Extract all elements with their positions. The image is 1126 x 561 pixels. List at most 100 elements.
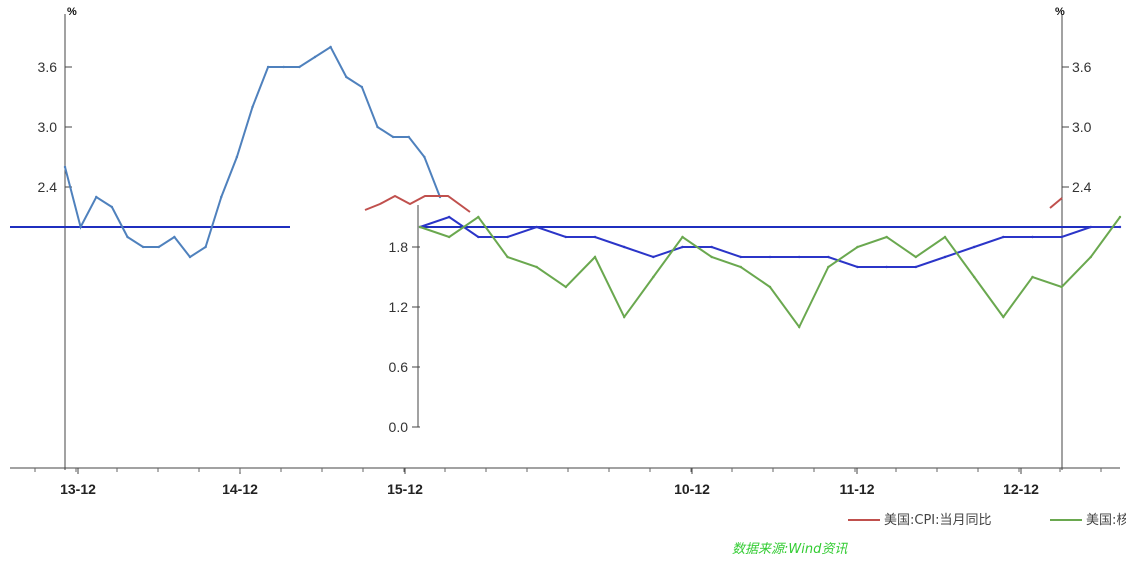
series-2-point (622, 245, 626, 249)
series-2-point (564, 235, 568, 239)
series-3-point (1002, 315, 1005, 319)
source-note: 数据来源:Wind资讯 (732, 542, 848, 557)
series-1-point (63, 165, 67, 169)
series-3-point (418, 225, 422, 229)
series-line-red-fragment (364, 194, 471, 213)
series-2-point (681, 245, 684, 249)
legend-label-cpi: 美国:CPI:当月同比 (884, 513, 992, 528)
series-3-point (710, 255, 713, 259)
series-3-point (856, 245, 859, 249)
left-y-ticks: 2.4 3.0 3.6 (38, 59, 72, 195)
series-3-point (681, 235, 684, 239)
series-3-point (593, 255, 597, 259)
left-tick-label: 2.4 (38, 179, 58, 195)
right-y-unit: % (1055, 6, 1065, 18)
mid-tick-label: 0.0 (389, 419, 409, 435)
series-1-point (329, 45, 332, 49)
right-y-ticks: 2.4 3.0 3.6 (1062, 59, 1092, 195)
series-3-point (797, 325, 801, 329)
middle-y-ticks: 0.0 0.6 1.2 1.8 (389, 205, 420, 435)
right-tick-label: 2.4 (1072, 179, 1092, 195)
series-2-point (1031, 235, 1034, 239)
series-1-point (235, 155, 239, 159)
x-tick-label: 10-12 (674, 481, 710, 497)
series-2-point (827, 255, 830, 259)
mid-tick-label: 0.6 (389, 359, 409, 375)
legend-label-core-cpi: 美国:核心CPI:当月同比 (1086, 513, 1126, 528)
series-3-point (477, 215, 480, 219)
x-tick-label: 11-12 (839, 481, 874, 497)
series-1-point (345, 75, 348, 79)
x-tick-label: 14-12 (222, 481, 258, 497)
series-1-point (313, 55, 317, 59)
series-line-red-fragment-right (1049, 197, 1063, 209)
series-1-point (110, 205, 114, 209)
series-3-point (768, 285, 772, 289)
series-1-point (298, 65, 301, 69)
series-1-point (360, 85, 364, 89)
left-tick-label: 3.0 (38, 119, 58, 135)
series-layer (63, 45, 1122, 329)
series-1-point (391, 135, 395, 139)
series-2-point (477, 235, 480, 239)
x-axis-ticks: 13-12 14-12 15-12 10-12 11-12 12-12 (34, 468, 1102, 497)
series-3-point (1118, 215, 1122, 219)
series-3-point (1031, 275, 1034, 279)
series-1-point (141, 245, 145, 249)
series-line-1 (64, 45, 441, 259)
series-2-point (797, 255, 801, 259)
series-2-point (1089, 225, 1093, 229)
x-tick-label: 15-12 (387, 481, 423, 497)
series-2-point (1002, 235, 1005, 239)
right-tick-label: 3.0 (1072, 119, 1092, 135)
series-1-point (282, 65, 285, 69)
series-2-point (1118, 225, 1122, 229)
series-1-point (126, 235, 129, 239)
series-2-point (972, 245, 976, 249)
series-1-point (204, 245, 207, 249)
series-1-point (423, 155, 426, 159)
series-2-point (535, 225, 538, 229)
series-3-point (943, 235, 947, 239)
series-2-point (885, 265, 888, 269)
series-2-point (856, 265, 859, 269)
series-2-point (1060, 235, 1063, 239)
series-2-point (739, 255, 743, 259)
series-3-point (535, 265, 538, 269)
series-2-point (593, 235, 597, 239)
mid-tick-label: 1.8 (389, 239, 409, 255)
series-2-point (914, 265, 918, 269)
series-3-point (739, 265, 743, 269)
series-3-point (652, 275, 655, 279)
series-1-point (220, 195, 223, 199)
series-1-point (173, 235, 176, 239)
series-3-point (827, 265, 830, 269)
series-1-point (376, 125, 379, 129)
series-1-point (157, 245, 160, 249)
series-2-point (652, 255, 655, 259)
series-3-point (972, 275, 976, 279)
left-tick-label: 3.6 (38, 59, 58, 75)
series-1-point (95, 195, 98, 199)
series-2-point (768, 255, 772, 259)
series-3-point (564, 285, 568, 289)
series-2-point (447, 215, 451, 219)
right-tick-label: 3.6 (1072, 59, 1092, 75)
x-tick-label: 12-12 (1003, 481, 1039, 497)
mid-tick-label: 1.2 (389, 299, 409, 315)
series-2-point (506, 235, 509, 239)
series-1-point (407, 135, 410, 139)
series-1-point (188, 255, 192, 259)
x-tick-label: 13-12 (60, 481, 96, 497)
series-2-point (710, 245, 713, 249)
series-line-3 (419, 215, 1121, 329)
series-3-point (1089, 255, 1093, 259)
series-3-point (447, 235, 451, 239)
series-3-point (914, 255, 918, 259)
series-3-point (506, 255, 509, 259)
series-3-point (1060, 285, 1063, 289)
series-1-point (79, 225, 82, 229)
series-1-point (266, 65, 270, 69)
left-y-unit: % (67, 6, 77, 18)
